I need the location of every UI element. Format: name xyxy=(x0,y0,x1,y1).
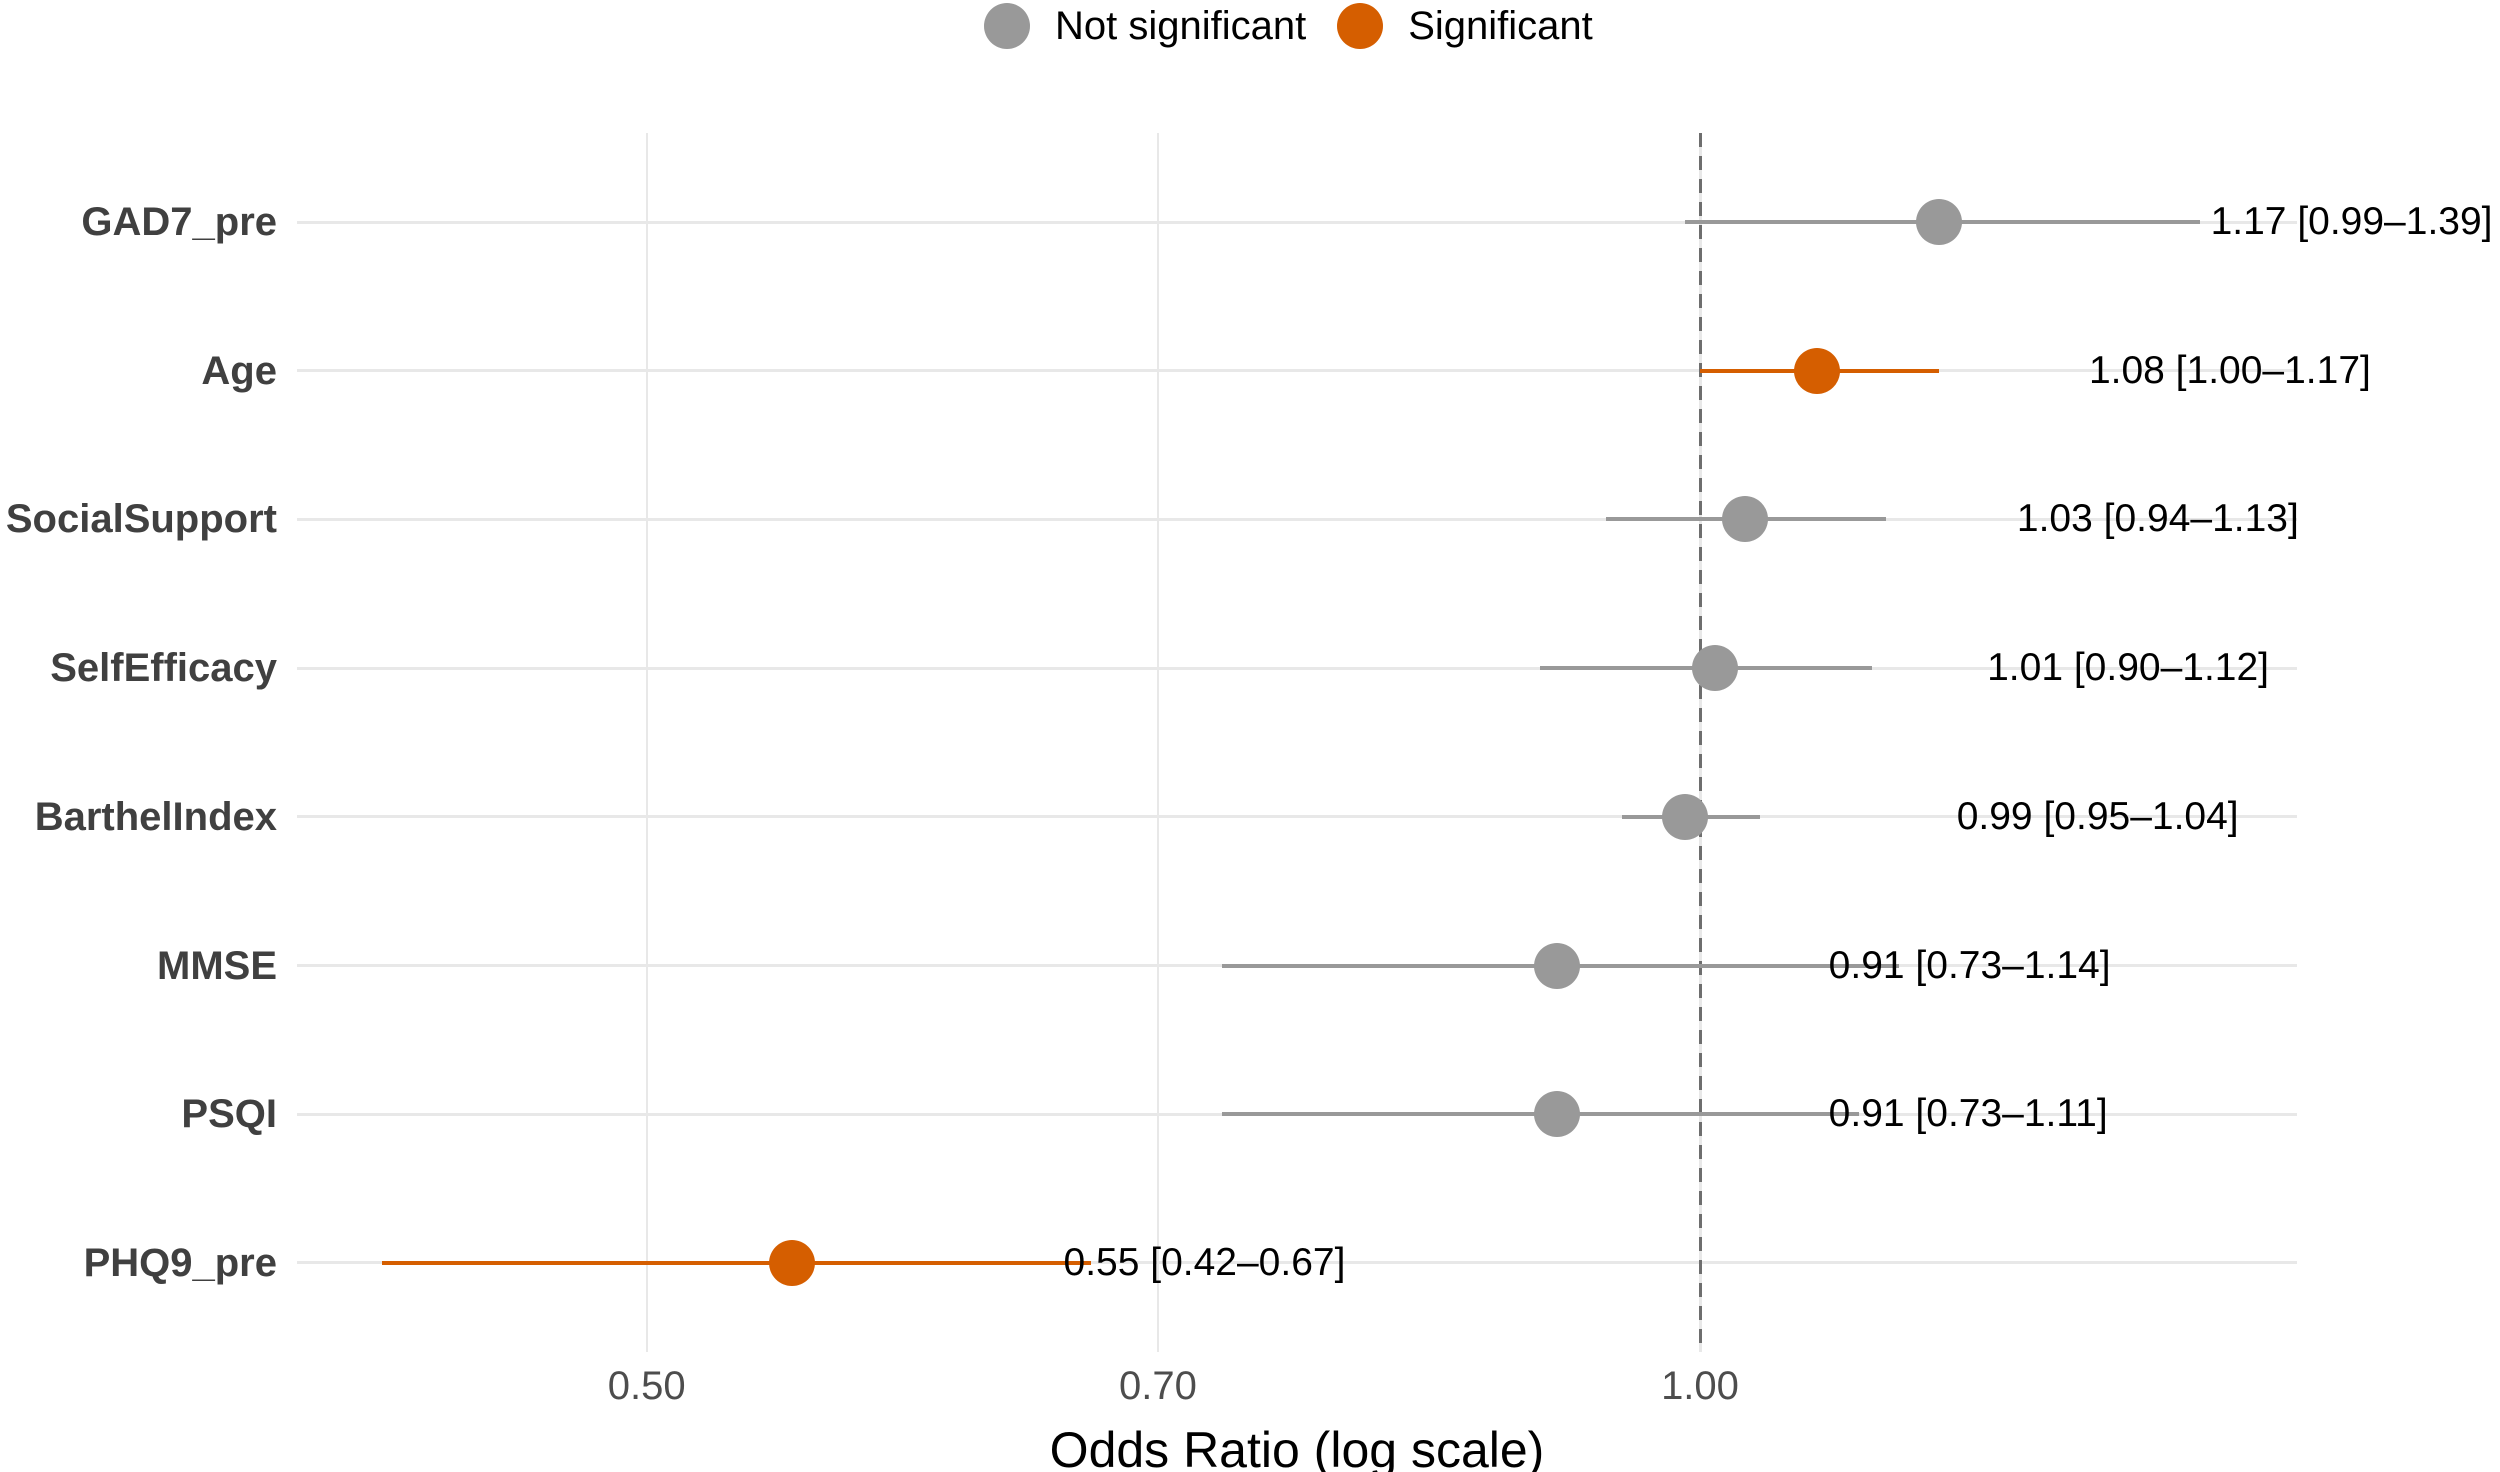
y-axis-label: SocialSupport xyxy=(5,497,277,542)
odds-ratio-point xyxy=(768,1239,815,1286)
y-axis-label: PSQI xyxy=(181,1092,277,1137)
gridline-horizontal xyxy=(297,666,2297,670)
gridline-horizontal xyxy=(297,815,2297,819)
x-axis-tick-label: 0.70 xyxy=(1119,1364,1197,1408)
odds-ratio-point xyxy=(1692,645,1739,692)
odds-ratio-point xyxy=(1721,496,1768,543)
gridline-horizontal xyxy=(297,369,2297,373)
x-axis-title: Odds Ratio (log scale) xyxy=(1049,1422,1545,1472)
estimate-label: 0.55 [0.42–0.67] xyxy=(1063,1240,1346,1284)
estimate-label: 1.08 [1.00–1.17] xyxy=(2088,348,2371,392)
legend-point-icon xyxy=(984,3,1030,49)
gridline-horizontal xyxy=(297,220,2297,224)
y-axis-label: MMSE xyxy=(157,943,277,988)
legend-label-significant: Significant xyxy=(1408,4,1593,48)
gridline-horizontal xyxy=(297,1261,2297,1265)
y-axis-label: GAD7_pre xyxy=(81,200,277,244)
estimate-label: 1.03 [0.94–1.13] xyxy=(2016,497,2299,541)
odds-ratio-point xyxy=(1915,199,1962,245)
odds-ratio-point xyxy=(1533,1091,1580,1138)
confidence-interval-line xyxy=(381,1260,1092,1265)
x-axis-tick-label: 1.00 xyxy=(1661,1364,1739,1408)
legend-label-not-significant: Not significant xyxy=(1055,4,1307,48)
estimate-label: 1.01 [0.90–1.12] xyxy=(1987,646,2270,690)
y-axis-label: SelfEfficacy xyxy=(50,646,277,691)
y-axis-label: BarthelIndex xyxy=(34,794,277,839)
estimate-label: 0.91 [0.73–1.11] xyxy=(1828,1092,2108,1136)
legend-item-significant: Significant xyxy=(1337,3,1593,49)
plot-legend: Not significant Significant xyxy=(984,0,1593,52)
y-axis-label: PHQ9_pre xyxy=(83,1240,277,1285)
gridline-vertical xyxy=(1156,133,1159,1352)
y-axis-label: Age xyxy=(201,348,277,393)
odds-ratio-point xyxy=(1661,793,1708,840)
estimate-label: 0.99 [0.95–1.04] xyxy=(1956,794,2239,838)
odds-ratio-point xyxy=(1793,347,1840,394)
legend-item-not-significant: Not significant xyxy=(984,3,1306,49)
legend-point-icon xyxy=(1337,3,1384,49)
gridline-vertical xyxy=(645,133,648,1352)
estimate-label: 0.91 [0.73–1.14] xyxy=(1828,943,2111,987)
gridline-horizontal xyxy=(297,517,2297,521)
estimate-label: 1.17 [0.99–1.39] xyxy=(2210,200,2493,243)
x-axis-tick-label: 0.50 xyxy=(607,1364,686,1408)
reference-line xyxy=(1698,133,1702,1352)
odds-ratio-point xyxy=(1533,942,1580,989)
